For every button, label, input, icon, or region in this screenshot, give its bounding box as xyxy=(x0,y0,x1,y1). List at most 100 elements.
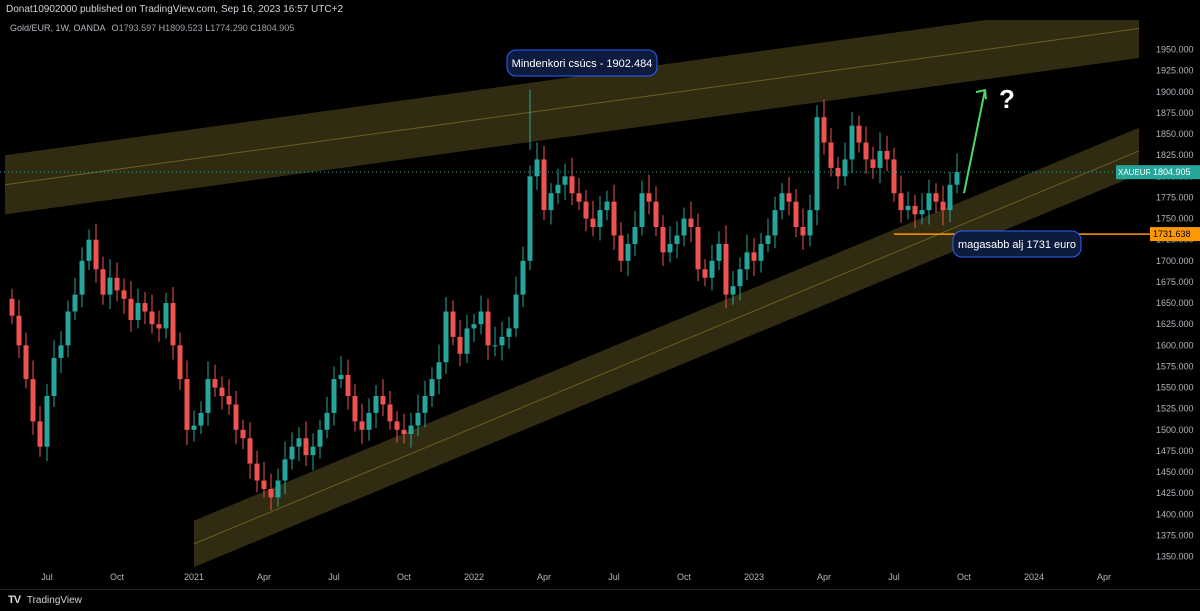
candle-body[interactable] xyxy=(310,446,316,456)
price-axis[interactable]: 1350.000 1375.000 1400.000 1425.000 1450.000… xyxy=(1150,20,1200,585)
candle-body[interactable] xyxy=(198,412,204,426)
candle-body[interactable] xyxy=(205,379,211,413)
candle-body[interactable] xyxy=(352,396,358,422)
candle-body[interactable] xyxy=(646,193,652,202)
candle-body[interactable] xyxy=(947,184,953,211)
candle-body[interactable] xyxy=(912,205,918,215)
candle-body[interactable] xyxy=(16,315,22,346)
candle-body[interactable] xyxy=(51,357,57,397)
candle-body[interactable] xyxy=(681,218,687,236)
candle-body[interactable] xyxy=(499,336,505,346)
candle-body[interactable] xyxy=(856,125,862,143)
candle-body[interactable] xyxy=(128,298,134,320)
candle-body[interactable] xyxy=(590,218,596,228)
candle-body[interactable] xyxy=(107,277,113,295)
candle-body[interactable] xyxy=(170,303,176,346)
candle-body[interactable] xyxy=(541,159,547,211)
candle-body[interactable] xyxy=(772,210,778,236)
candle-body[interactable] xyxy=(436,362,442,380)
candle-body[interactable] xyxy=(863,142,869,160)
ath-callout[interactable]: Mindenkori csúcs - 1902.484 xyxy=(506,49,658,77)
candle-body[interactable] xyxy=(121,290,127,299)
candle-body[interactable] xyxy=(716,243,722,261)
candle-body[interactable] xyxy=(758,243,764,261)
candle-body[interactable] xyxy=(23,345,29,380)
candle-body[interactable] xyxy=(618,235,624,261)
candle-body[interactable] xyxy=(226,396,232,405)
candle-body[interactable] xyxy=(135,303,141,320)
candle-body[interactable] xyxy=(583,201,589,219)
candle-body[interactable] xyxy=(58,345,64,358)
candle-body[interactable] xyxy=(779,193,785,211)
candle-body[interactable] xyxy=(660,227,666,253)
candle-body[interactable] xyxy=(37,421,43,447)
candle-body[interactable] xyxy=(828,142,834,168)
candle-body[interactable] xyxy=(324,412,330,430)
candle-body[interactable] xyxy=(366,412,372,430)
candle-body[interactable] xyxy=(303,438,309,456)
candle-body[interactable] xyxy=(394,421,400,430)
candle-body[interactable] xyxy=(604,201,610,211)
candle-body[interactable] xyxy=(282,459,288,481)
candle-body[interactable] xyxy=(632,227,638,244)
candle-body[interactable] xyxy=(149,311,155,325)
candle-body[interactable] xyxy=(359,421,365,430)
candle-body[interactable] xyxy=(79,260,85,295)
candle-body[interactable] xyxy=(338,374,344,380)
candle-body[interactable] xyxy=(387,404,393,422)
candle-body[interactable] xyxy=(954,172,960,185)
candle-body[interactable] xyxy=(702,269,708,278)
candle-body[interactable] xyxy=(261,480,267,489)
candle-body[interactable] xyxy=(142,303,148,312)
candle-body[interactable] xyxy=(730,286,736,295)
candle-body[interactable] xyxy=(9,298,15,316)
candle-body[interactable] xyxy=(688,218,694,228)
candle-body[interactable] xyxy=(597,210,603,228)
candle-body[interactable] xyxy=(534,159,540,177)
candle-body[interactable] xyxy=(667,243,673,253)
candle-body[interactable] xyxy=(296,438,302,447)
channel-upper[interactable] xyxy=(5,20,1139,215)
candle-body[interactable] xyxy=(443,311,449,363)
candle-body[interactable] xyxy=(184,379,190,430)
candle-body[interactable] xyxy=(709,260,715,278)
candle-body[interactable] xyxy=(751,252,757,261)
candle-body[interactable] xyxy=(275,480,281,498)
candle-body[interactable] xyxy=(485,311,491,346)
candle-body[interactable] xyxy=(163,303,169,329)
candle-body[interactable] xyxy=(401,429,407,435)
candle-body[interactable] xyxy=(156,324,162,329)
candle-body[interactable] xyxy=(93,239,99,270)
candle-body[interactable] xyxy=(842,159,848,177)
candle-body[interactable] xyxy=(240,429,246,439)
candle-body[interactable] xyxy=(821,117,827,143)
candle-body[interactable] xyxy=(653,201,659,228)
candle-body[interactable] xyxy=(933,193,939,202)
candle-body[interactable] xyxy=(814,117,820,211)
candle-body[interactable] xyxy=(800,227,806,236)
candle-body[interactable] xyxy=(100,269,106,295)
candle-body[interactable] xyxy=(233,404,239,430)
candle-body[interactable] xyxy=(870,159,876,168)
candle-body[interactable] xyxy=(471,324,477,329)
candle-body[interactable] xyxy=(513,294,519,329)
candle-body[interactable] xyxy=(891,159,897,194)
candle-body[interactable] xyxy=(177,345,183,380)
candle-body[interactable] xyxy=(345,374,351,397)
candle-body[interactable] xyxy=(744,252,750,270)
candle-body[interactable] xyxy=(674,235,680,244)
candle-body[interactable] xyxy=(268,488,274,498)
candle-body[interactable] xyxy=(625,243,631,261)
candle-body[interactable] xyxy=(30,379,36,422)
candle-body[interactable] xyxy=(555,184,561,194)
candle-body[interactable] xyxy=(520,260,526,295)
candle-body[interactable] xyxy=(695,227,701,270)
higher-low-callout[interactable]: magasabb alj 1731 euro xyxy=(952,230,1082,258)
candle-body[interactable] xyxy=(478,311,484,325)
candle-body[interactable] xyxy=(884,150,890,160)
candle-body[interactable] xyxy=(940,201,946,211)
candle-body[interactable] xyxy=(317,429,323,447)
candle-body[interactable] xyxy=(898,193,904,211)
candle-body[interactable] xyxy=(408,425,414,435)
candle-body[interactable] xyxy=(737,269,743,287)
